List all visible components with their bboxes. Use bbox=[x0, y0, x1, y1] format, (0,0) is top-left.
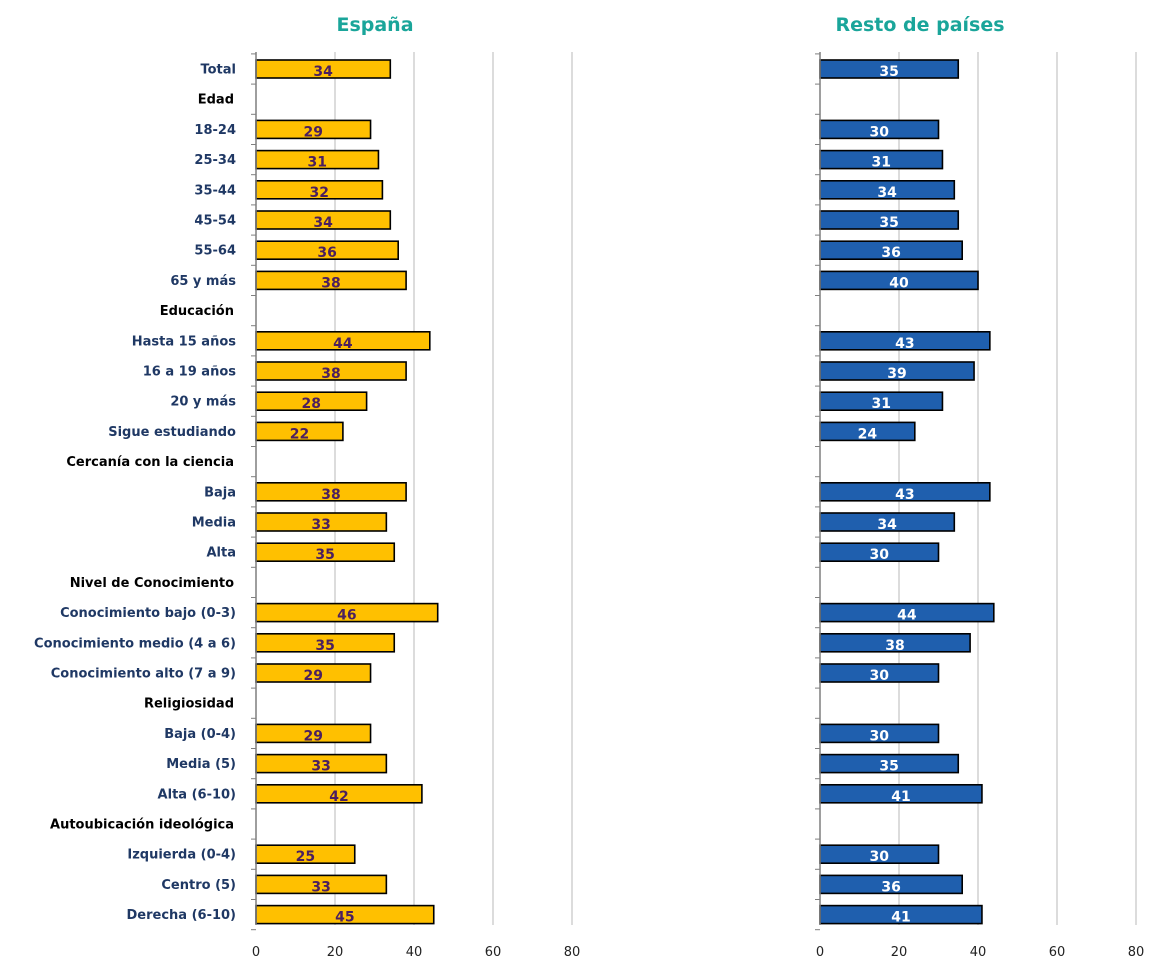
spain-value-label-derecha-6-10: 45 bbox=[335, 910, 354, 926]
rest-value-label-18-24: 30 bbox=[870, 124, 890, 140]
category-label-conocimiento-alto-7-a-9: Conocimiento alto (7 a 9) bbox=[51, 667, 236, 682]
category-label-35-44: 35-44 bbox=[194, 183, 236, 198]
rest-x-tick-label-20: 20 bbox=[891, 945, 908, 960]
spain-x-tick-label-80: 80 bbox=[564, 945, 581, 960]
group-label-educacion: Educación bbox=[160, 304, 234, 319]
category-label-total: Total bbox=[200, 63, 236, 78]
category-label-65-y-mas: 65 y más bbox=[170, 274, 236, 289]
category-label-45-54: 45-54 bbox=[194, 214, 236, 229]
spain-value-label-baja: 38 bbox=[321, 487, 340, 503]
rest-value-label-45-54: 35 bbox=[879, 215, 898, 231]
spain-value-label-25-34: 31 bbox=[307, 155, 326, 171]
rest-x-tick-label-80: 80 bbox=[1128, 945, 1145, 960]
spain-value-label-centro-5: 33 bbox=[311, 879, 330, 895]
spain-value-label-conocimiento-alto-7-a-9: 29 bbox=[304, 668, 323, 684]
spain-value-label-media-5: 33 bbox=[311, 759, 330, 775]
category-label-centro-5: Centro (5) bbox=[161, 878, 236, 893]
rest-value-label-35-44: 34 bbox=[877, 185, 897, 201]
rest-value-label-media-5: 35 bbox=[879, 759, 898, 775]
spain-value-label-65-y-mas: 38 bbox=[321, 275, 340, 291]
category-label-hasta-15-anos: Hasta 15 años bbox=[132, 334, 236, 349]
rest-value-label-media: 34 bbox=[877, 517, 897, 533]
rest-value-label-55-64: 36 bbox=[881, 245, 900, 261]
spain-value-label-45-54: 34 bbox=[313, 215, 333, 231]
category-label-20-y-mas: 20 y más bbox=[170, 395, 236, 410]
spain-value-label-alta: 35 bbox=[315, 547, 334, 563]
category-label-conocimiento-bajo-0-3: Conocimiento bajo (0-3) bbox=[60, 606, 236, 621]
spain-value-label-sigue-estudiando: 22 bbox=[290, 426, 309, 442]
spain-value-label-hasta-15-anos: 44 bbox=[333, 336, 353, 352]
spain-value-label-media: 33 bbox=[311, 517, 330, 533]
rest-value-label-20-y-mas: 31 bbox=[871, 396, 890, 412]
category-label-alta-6-10: Alta (6-10) bbox=[158, 787, 236, 802]
rest-value-label-total: 35 bbox=[879, 64, 898, 80]
spain-value-label-20-y-mas: 28 bbox=[302, 396, 321, 412]
rest-value-label-25-34: 31 bbox=[871, 155, 890, 171]
category-label-conocimiento-medio-4-a-6: Conocimiento medio (4 a 6) bbox=[34, 636, 236, 651]
category-label-18-24: 18-24 bbox=[194, 123, 236, 138]
spain-x-tick-label-40: 40 bbox=[406, 945, 423, 960]
spain-value-label-55-64: 36 bbox=[317, 245, 336, 261]
spain-value-label-conocimiento-bajo-0-3: 46 bbox=[337, 608, 356, 624]
rest-value-label-centro-5: 36 bbox=[881, 879, 900, 895]
group-label-cercania-con-la-ciencia: Cercanía con la ciencia bbox=[66, 455, 234, 470]
spain-x-tick-label-20: 20 bbox=[327, 945, 344, 960]
rest-value-label-alta-6-10: 41 bbox=[891, 789, 910, 805]
spain-value-label-baja-0-4: 29 bbox=[304, 728, 323, 744]
spain-value-label-alta-6-10: 42 bbox=[329, 789, 348, 805]
rest-value-label-baja: 43 bbox=[895, 487, 914, 503]
rest-x-tick-label-40: 40 bbox=[970, 945, 987, 960]
category-label-baja: Baja bbox=[204, 485, 236, 500]
rest-value-label-derecha-6-10: 41 bbox=[891, 910, 910, 926]
spain-x-tick-label-60: 60 bbox=[485, 945, 502, 960]
category-label-25-34: 25-34 bbox=[194, 153, 236, 168]
group-label-autoubicacion-ideologica: Autoubicación ideológica bbox=[50, 818, 234, 833]
spain-value-label-izquierda-0-4: 25 bbox=[296, 849, 315, 865]
spain-value-label-total: 34 bbox=[313, 64, 333, 80]
rest-value-label-conocimiento-medio-4-a-6: 38 bbox=[885, 638, 904, 654]
category-label-izquierda-0-4: Izquierda (0-4) bbox=[127, 848, 236, 863]
spain-chart-title: España bbox=[336, 14, 413, 36]
spain-value-label-16-a-19-anos: 38 bbox=[321, 366, 340, 382]
rest-value-label-16-a-19-anos: 39 bbox=[887, 366, 906, 382]
rest-value-label-65-y-mas: 40 bbox=[889, 275, 909, 291]
category-label-55-64: 55-64 bbox=[194, 244, 236, 259]
category-label-baja-0-4: Baja (0-4) bbox=[164, 727, 236, 742]
group-label-nivel-de-conocimiento: Nivel de Conocimiento bbox=[70, 576, 234, 591]
spain-value-label-35-44: 32 bbox=[309, 185, 328, 201]
spain-value-label-conocimiento-medio-4-a-6: 35 bbox=[315, 638, 334, 654]
category-label-16-a-19-anos: 16 a 19 años bbox=[143, 365, 236, 380]
rest-x-tick-label-60: 60 bbox=[1049, 945, 1066, 960]
category-label-derecha-6-10: Derecha (6-10) bbox=[126, 908, 236, 923]
rest-value-label-hasta-15-anos: 43 bbox=[895, 336, 914, 352]
category-label-media-5: Media (5) bbox=[166, 757, 236, 772]
rest-value-label-alta: 30 bbox=[870, 547, 890, 563]
spain-value-label-18-24: 29 bbox=[304, 124, 323, 140]
rest-value-label-conocimiento-alto-7-a-9: 30 bbox=[870, 668, 890, 684]
rest-value-label-sigue-estudiando: 24 bbox=[858, 426, 878, 442]
category-label-sigue-estudiando: Sigue estudiando bbox=[108, 425, 236, 440]
rest-chart-title: Resto de países bbox=[835, 14, 1004, 36]
rest-value-label-baja-0-4: 30 bbox=[870, 728, 890, 744]
category-label-alta: Alta bbox=[206, 546, 236, 561]
category-label-media: Media bbox=[192, 516, 236, 531]
rest-value-label-conocimiento-bajo-0-3: 44 bbox=[897, 608, 917, 624]
group-label-edad: Edad bbox=[198, 93, 234, 108]
group-label-religiosidad: Religiosidad bbox=[144, 697, 234, 712]
rest-x-tick-label-0: 0 bbox=[816, 945, 824, 960]
rest-value-label-izquierda-0-4: 30 bbox=[870, 849, 890, 865]
spain-x-tick-label-0: 0 bbox=[252, 945, 260, 960]
